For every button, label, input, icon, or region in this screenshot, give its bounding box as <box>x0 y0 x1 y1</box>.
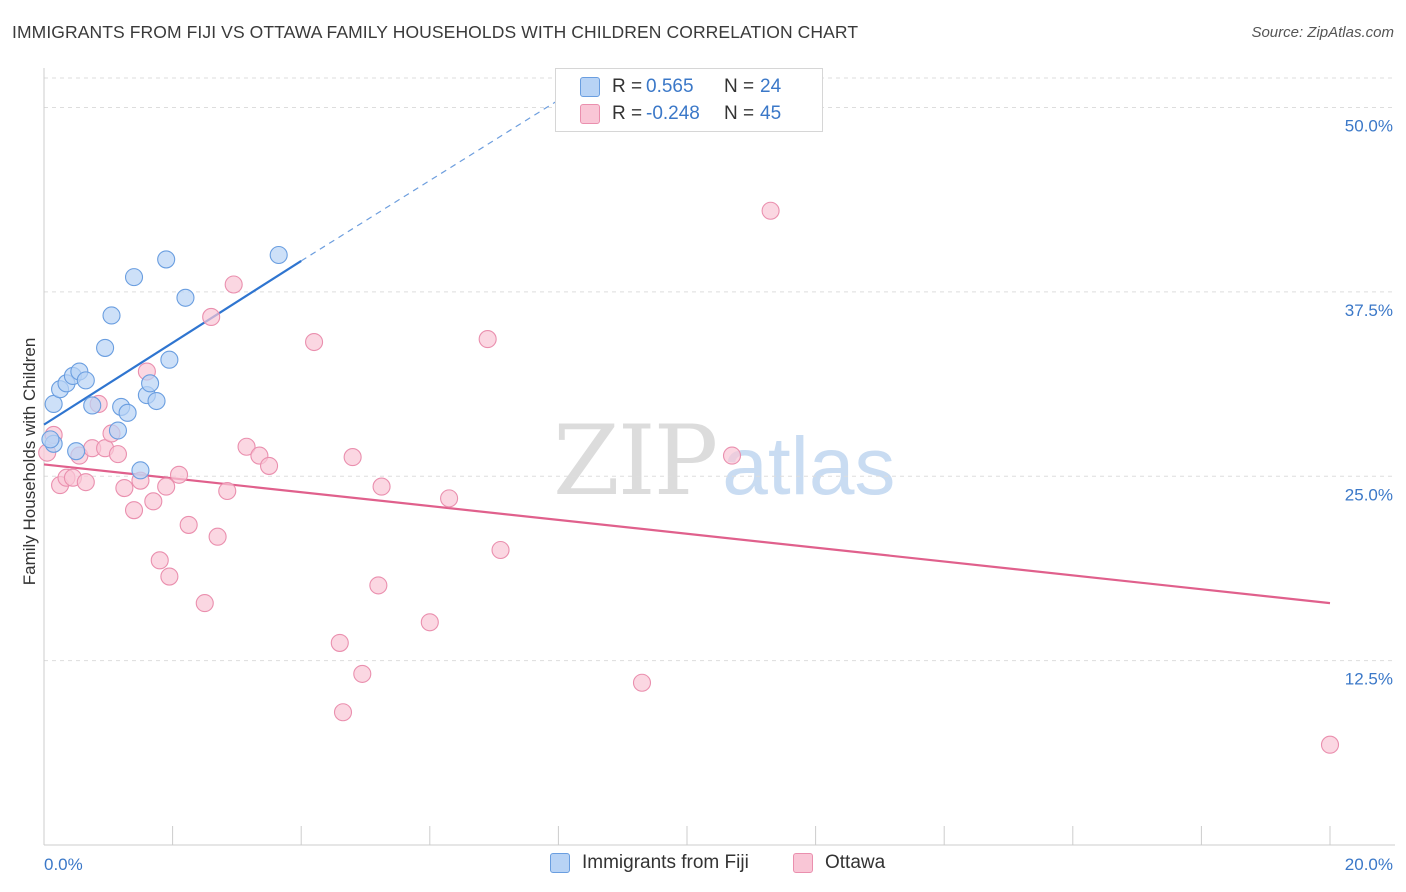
ottawa-point <box>761 201 780 220</box>
watermark-zip: ZIP <box>553 405 718 517</box>
n-value: 24 <box>760 76 782 97</box>
fiji-point <box>41 430 60 449</box>
watermark: ZIPatlas <box>553 405 895 517</box>
ottawa-point <box>420 613 439 632</box>
legend-label-ottawa: Ottawa <box>825 852 886 873</box>
fiji-point <box>160 350 179 369</box>
y-axis-title: Family Households with Children <box>20 338 39 586</box>
ottawa-point <box>124 501 144 520</box>
r-label: R = <box>612 103 643 124</box>
ottawa-point <box>333 703 353 722</box>
series-legend: Immigrants from Fiji Ottawa <box>0 852 1406 878</box>
r-value: 0.565 <box>646 76 694 97</box>
data-points <box>38 201 1340 754</box>
ottawa-point <box>722 446 742 465</box>
ottawa-point <box>150 551 169 570</box>
fiji-swatch <box>550 853 570 873</box>
chart-title: IMMIGRANTS FROM FIJI VS OTTAWA FAMILY HO… <box>12 22 859 42</box>
ottawa-point <box>259 456 279 475</box>
n-label: N = <box>724 103 755 124</box>
grid-lines <box>44 77 1395 662</box>
ottawa-point <box>237 437 256 456</box>
source-label: Source: ZipAtlas.com <box>1251 24 1394 41</box>
legend-item-ottawa[interactable]: Ottawa <box>793 852 885 874</box>
fiji-point <box>108 421 127 440</box>
fiji-point <box>269 245 288 265</box>
fiji-point <box>147 391 166 411</box>
legend-item-fiji[interactable]: Immigrants from Fiji <box>550 852 749 874</box>
ottawa-point <box>108 445 127 464</box>
legend-label-fiji: Immigrants from Fiji <box>582 852 749 873</box>
ottawa-point <box>169 465 189 484</box>
r-label: R = <box>612 76 643 97</box>
axes <box>43 68 1395 846</box>
fiji-point <box>76 371 95 390</box>
fiji-point <box>124 268 144 287</box>
correlation-legend: R = 0.565 N = 24 R = -0.248 N = 45 <box>555 68 823 132</box>
ottawa-point <box>372 477 391 496</box>
legend-row-fiji: R = 0.565 N = 24 <box>580 75 781 99</box>
fiji-point <box>102 306 121 325</box>
ottawa-point <box>218 481 237 501</box>
y-tick-label: 12.5% <box>1345 670 1393 689</box>
ottawa-point <box>76 473 95 492</box>
y-tick-label: 37.5% <box>1345 301 1393 320</box>
fiji-point <box>131 461 150 480</box>
fiji-point <box>118 403 137 422</box>
ottawa-point <box>157 477 176 496</box>
fiji-trend-line <box>43 259 302 426</box>
ottawa-point <box>330 633 349 652</box>
ottawa-point <box>353 664 372 683</box>
legend-row-ottawa: R = -0.248 N = 45 <box>580 102 781 126</box>
ottawa-point <box>632 673 652 692</box>
fiji-point <box>67 442 86 461</box>
fiji-point <box>96 338 115 357</box>
ottawa-point <box>195 594 214 613</box>
x-tick-label: 0.0% <box>44 855 83 874</box>
ottawa-point <box>224 275 243 294</box>
ottawa-point <box>369 576 388 595</box>
y-tick-label: 25.0% <box>1345 485 1393 504</box>
ottawa-point <box>343 448 362 467</box>
ottawa-point <box>305 332 324 352</box>
trend-lines <box>43 99 1331 605</box>
ottawa-swatch <box>580 104 600 124</box>
ottawa-point <box>208 527 227 546</box>
ottawa-point <box>478 330 497 349</box>
ottawa-point <box>144 492 163 511</box>
ottawa-point <box>202 307 221 327</box>
x-tick-label: 20.0% <box>1345 855 1393 874</box>
ottawa-swatch <box>793 853 813 873</box>
fiji-swatch <box>580 77 600 97</box>
fiji-point <box>176 288 195 307</box>
r-value: -0.248 <box>646 103 700 124</box>
ottawa-trend-line <box>43 463 1331 605</box>
ottawa-point <box>491 540 510 560</box>
watermark-atlas: atlas <box>722 421 896 512</box>
fiji-point <box>141 374 160 393</box>
ottawa-point <box>1320 735 1340 754</box>
axis-labels: 12.5% 25.0% 37.5% 50.0% 0.0% 20.0% Family Hous… <box>20 117 1393 875</box>
n-value: 45 <box>760 103 782 124</box>
y-tick-label: 50.0% <box>1345 117 1393 136</box>
ottawa-point <box>440 489 459 508</box>
ottawa-point <box>179 515 198 534</box>
ottawa-point <box>160 567 179 586</box>
fiji-trend-extension <box>300 99 559 262</box>
fiji-point <box>83 396 102 415</box>
ottawa-point <box>115 478 134 498</box>
fiji-point <box>157 250 176 269</box>
n-label: N = <box>724 76 755 97</box>
